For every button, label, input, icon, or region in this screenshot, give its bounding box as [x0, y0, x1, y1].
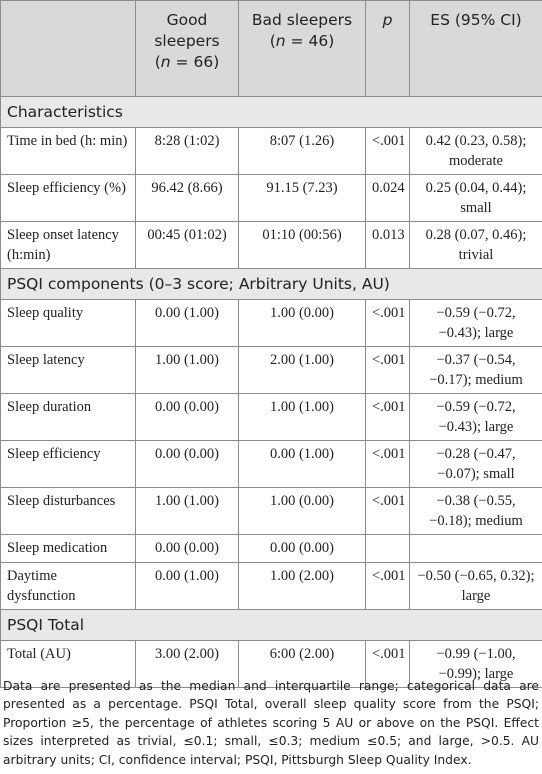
- p-value: <.001: [365, 299, 410, 347]
- es-value: −0.38 (−0.55, −0.18); medium: [409, 487, 542, 535]
- es-value: −0.59 (−0.72, −0.43); large: [409, 299, 542, 347]
- table-row: Sleep duration 0.00 (0.00) 1.00 (1.00) <…: [0, 393, 542, 441]
- header-blank: [0, 0, 136, 97]
- es-value: −0.59 (−0.72, −0.43); large: [409, 393, 542, 441]
- es-value: −0.99 (−1.00, −0.99); large: [409, 640, 542, 688]
- row-label: Sleep medication: [0, 534, 136, 563]
- good-value: 0.00 (0.00): [135, 440, 239, 488]
- table-row: Sleep quality 0.00 (1.00) 1.00 (0.00) <.…: [0, 299, 542, 347]
- table-row: Sleep onset latency (h:min) 00:45 (01:02…: [0, 221, 542, 269]
- good-value: 0.00 (1.00): [135, 299, 239, 347]
- es-value: 0.42 (0.23, 0.58); moderate: [409, 127, 542, 175]
- row-label: Daytime dysfunction: [0, 562, 136, 610]
- section-characteristics: Characteristics: [0, 96, 542, 128]
- table-row: Sleep efficiency 0.00 (0.00) 0.00 (1.00)…: [0, 440, 542, 488]
- row-label: Total (AU): [0, 640, 136, 688]
- p-value: 0.024: [365, 174, 410, 222]
- row-label: Sleep onset latency (h:min): [0, 221, 136, 269]
- bad-value: 0.00 (1.00): [238, 440, 366, 488]
- section-title: PSQI components (0–3 score; Arbitrary Un…: [0, 268, 542, 300]
- good-value: 96.42 (8.66): [135, 174, 239, 222]
- p-value: <.001: [365, 440, 410, 488]
- section-title: PSQI Total: [0, 609, 542, 641]
- es-value: −0.37 (−0.54, −0.17); medium: [409, 346, 542, 394]
- p-value: <.001: [365, 127, 410, 175]
- good-value: 1.00 (1.00): [135, 346, 239, 394]
- section-total: PSQI Total: [0, 609, 542, 641]
- header-es: ES (95% CI): [409, 0, 542, 97]
- bad-value: 1.00 (2.00): [238, 562, 366, 610]
- row-label: Time in bed (h: min): [0, 127, 136, 175]
- bad-value: 2.00 (1.00): [238, 346, 366, 394]
- good-value: 1.00 (1.00): [135, 487, 239, 535]
- bad-value: 91.15 (7.23): [238, 174, 366, 222]
- good-value: 0.00 (1.00): [135, 562, 239, 610]
- header-good-sleepers: Good sleepers (n = 66): [135, 0, 239, 97]
- good-value: 00:45 (01:02): [135, 221, 239, 269]
- table-row: Daytime dysfunction 0.00 (1.00) 1.00 (2.…: [0, 562, 542, 610]
- good-value: 8:28 (1:02): [135, 127, 239, 175]
- es-value: [409, 534, 542, 563]
- bad-value: 0.00 (0.00): [238, 534, 366, 563]
- table-row: Sleep medication 0.00 (0.00) 0.00 (0.00): [0, 534, 542, 563]
- good-value: 0.00 (0.00): [135, 534, 239, 563]
- row-label: Sleep disturbances: [0, 487, 136, 535]
- p-value: [365, 534, 410, 563]
- good-value: 0.00 (0.00): [135, 393, 239, 441]
- p-value: <.001: [365, 640, 410, 688]
- row-label: Sleep duration: [0, 393, 136, 441]
- good-value: 3.00 (2.00): [135, 640, 239, 688]
- bad-value: 1.00 (1.00): [238, 393, 366, 441]
- es-value: −0.28 (−0.47, −0.07); small: [409, 440, 542, 488]
- table-row: Time in bed (h: min) 8:28 (1:02) 8:07 (1…: [0, 127, 542, 175]
- row-label: Sleep efficiency: [0, 440, 136, 488]
- p-value: <.001: [365, 393, 410, 441]
- header-p: p: [365, 0, 410, 97]
- p-value: <.001: [365, 487, 410, 535]
- es-value: 0.28 (0.07, 0.46); trivial: [409, 221, 542, 269]
- table-row: Sleep latency 1.00 (1.00) 2.00 (1.00) <.…: [0, 346, 542, 394]
- row-label: Sleep efficiency (%): [0, 174, 136, 222]
- results-table: Good sleepers (n = 66) Bad sleepers (n =…: [0, 0, 542, 688]
- p-value: <.001: [365, 346, 410, 394]
- header-bad-sleepers: Bad sleepers (n = 46): [238, 0, 366, 97]
- es-value: 0.25 (0.04, 0.44); small: [409, 174, 542, 222]
- header-row: Good sleepers (n = 66) Bad sleepers (n =…: [0, 0, 542, 97]
- es-value: −0.50 (−0.65, 0.32); large: [409, 562, 542, 610]
- bad-value: 1.00 (0.00): [238, 299, 366, 347]
- table-row: Sleep disturbances 1.00 (1.00) 1.00 (0.0…: [0, 487, 542, 535]
- bad-value: 8:07 (1.26): [238, 127, 366, 175]
- bad-value: 01:10 (00:56): [238, 221, 366, 269]
- row-label: Sleep latency: [0, 346, 136, 394]
- section-title: Characteristics: [0, 96, 542, 128]
- bad-value: 1.00 (0.00): [238, 487, 366, 535]
- p-value: <.001: [365, 562, 410, 610]
- table-row: Total (AU) 3.00 (2.00) 6:00 (2.00) <.001…: [0, 640, 542, 688]
- p-value: 0.013: [365, 221, 410, 269]
- table-row: Sleep efficiency (%) 96.42 (8.66) 91.15 …: [0, 174, 542, 222]
- section-components: PSQI components (0–3 score; Arbitrary Un…: [0, 268, 542, 300]
- row-label: Sleep quality: [0, 299, 136, 347]
- table-footnote: Data are presented as the median and int…: [3, 679, 539, 767]
